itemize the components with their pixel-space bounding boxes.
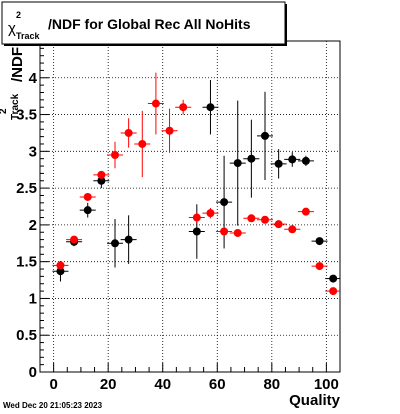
data-point [124,235,133,244]
x-axis-label: Quality [289,392,341,409]
title-superscript: 2 [16,10,21,20]
data-point [111,239,119,248]
y-axis-label-superscript: 2 [0,108,9,114]
data-point [261,131,269,140]
y-tick-label: 3 [29,143,37,160]
data-point [70,235,79,244]
data-point [247,154,256,163]
x-tick-label: 80 [263,376,280,393]
title-symbol: χ [8,20,16,37]
y-tick-label: 2.5 [16,180,37,197]
x-tick-label: 40 [154,376,171,393]
series-1 [52,72,340,296]
x-tick-label: 100 [314,376,339,393]
data-point [206,103,215,112]
x-tick-label: 20 [100,376,117,393]
x-tick-label: 60 [209,376,226,393]
y-tick-label: 0.5 [16,327,37,344]
data-point [151,99,160,108]
data-point [56,261,65,270]
data-point [301,207,310,216]
data-point [247,214,256,223]
y-axis-label-subscript: Track [10,93,21,120]
data-point [192,227,201,236]
title-box-shadow [285,4,287,46]
data-point [83,192,92,201]
data-point [301,156,310,165]
x-tick-label: 0 [49,376,57,393]
data-point [165,126,174,135]
data-point [288,155,297,164]
data-point [220,198,229,207]
y-axis-label-group: Track 2 /NDF [0,47,26,120]
y-tick-label: 0 [29,364,37,381]
data-point [261,215,269,224]
data-point [83,206,92,215]
data-point [329,287,338,296]
data-point [179,103,188,112]
data-point [329,274,338,283]
timestamp: Wed Dec 20 21:05:23 2023 [3,401,103,410]
data-point [233,228,242,237]
chart-title: /NDF for Global Rec All NoHits [48,16,251,32]
y-axis-label: /NDF [9,47,26,82]
data-point [56,267,65,276]
data-point [206,209,215,218]
data-point [315,262,324,271]
y-tick-label: 1.5 [16,254,37,271]
data-point [274,220,283,229]
data-point [274,159,283,168]
y-tick-label: 4 [29,70,38,87]
title-subscript: Track [16,31,41,41]
title-box-shadow-bottom [4,44,287,46]
data-point [233,159,242,168]
data-series [52,72,340,296]
data-point [192,213,201,222]
data-point [220,227,229,236]
data-point [97,170,106,179]
y-tick-label: 1 [29,290,37,307]
data-point [138,139,147,148]
data-point [315,237,324,246]
data-point [288,225,297,234]
title-box [1,1,286,45]
data-point [111,151,119,160]
y-tick-label: 2 [29,217,37,234]
data-point [97,176,106,185]
data-point [124,128,133,137]
y-tick-label: 3.5 [16,107,37,124]
axes: 0 20 40 60 80 100 0 0.5 1 1.5 2 2.5 3 3.5 4 [16,47,341,393]
